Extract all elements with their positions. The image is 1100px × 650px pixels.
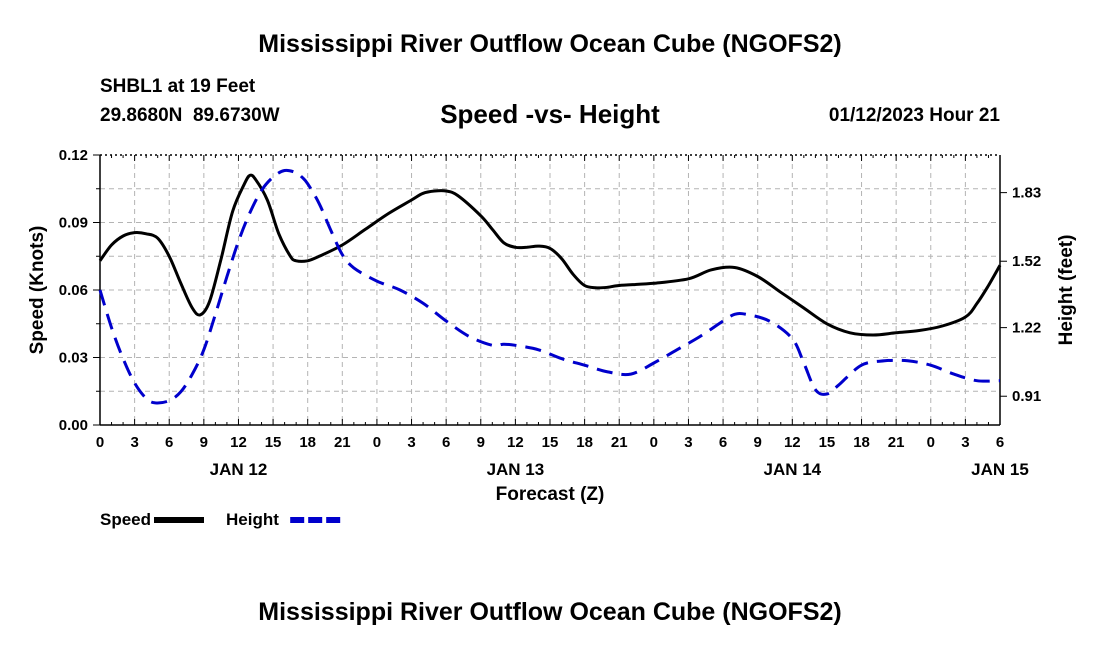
date-label: JAN 13: [487, 460, 545, 479]
y-right-axis-title: Height (feet): [1056, 235, 1077, 346]
x-tick-label: 6: [442, 434, 450, 451]
legend: Speed Height: [100, 510, 341, 529]
x-tick-label: 3: [407, 434, 415, 451]
series-line-height: [98, 168, 1001, 405]
x-tick-label: 0: [650, 434, 658, 451]
axis-labels: 0 3 6 9 12 15 18 21 0 3 6 9 12 15 18 21 0 3 6 9 12 15 18 21 0 3 6 0…: [27, 147, 1077, 505]
x-tick-label: 3: [961, 434, 969, 451]
x-tick-label: 6: [165, 434, 173, 451]
x-tick-label: 6: [719, 434, 727, 451]
x-tick-label: 0: [96, 434, 104, 451]
x-tick-label: 3: [130, 434, 138, 451]
chart-subtitle: Speed -vs- Height: [440, 99, 660, 129]
station-label: SHBL1 at 19 Feet: [100, 76, 256, 97]
y-right-tick-label: 1.83: [1012, 185, 1041, 202]
x-tick-label: 21: [611, 434, 628, 451]
x-tick-label: 21: [888, 434, 905, 451]
chart-title-repeat: Mississippi River Outflow Ocean Cube (NG…: [258, 598, 842, 626]
y-left-tick-label: 0.03: [59, 350, 88, 367]
x-tick-label: 21: [334, 434, 351, 451]
legend-label-speed: Speed: [100, 510, 151, 529]
coordinates-label: 29.8680N 89.6730W: [100, 105, 280, 126]
legend-label-height: Height: [226, 510, 279, 529]
x-tick-label: 0: [927, 434, 935, 451]
date-label: JAN 15: [971, 460, 1029, 479]
y-right-tick-label: 0.91: [1012, 388, 1041, 405]
x-tick-label: 12: [507, 434, 524, 451]
y-left-tick-label: 0.06: [59, 282, 88, 299]
x-tick-label: 0: [373, 434, 381, 451]
chart-title: Mississippi River Outflow Ocean Cube (NG…: [258, 30, 842, 58]
x-tick-label: 6: [996, 434, 1004, 451]
x-tick-label: 18: [299, 434, 316, 451]
axes: [93, 154, 1007, 426]
forecast-datetime: 01/12/2023 Hour 21: [828, 105, 1000, 126]
x-tick-label: 12: [230, 434, 247, 451]
x-tick-label: 9: [477, 434, 485, 451]
x-tick-label: 15: [542, 434, 559, 451]
y-left-axis-title: Speed (Knots): [27, 226, 48, 355]
y-right-tick-label: 1.52: [1012, 253, 1041, 270]
x-tick-label: 15: [819, 434, 836, 451]
x-tick-label: 3: [684, 434, 692, 451]
x-tick-label: 12: [784, 434, 801, 451]
y-left-tick-label: 0.00: [59, 417, 88, 434]
x-tick-label: 18: [853, 434, 870, 451]
grid: [100, 155, 1000, 425]
y-left-tick-label: 0.12: [59, 147, 88, 164]
x-tick-label: 15: [265, 434, 282, 451]
x-tick-label: 9: [754, 434, 762, 451]
x-axis-title: Forecast (Z): [496, 484, 605, 505]
y-right-tick-label: 1.22: [1012, 320, 1041, 337]
date-label: JAN 14: [763, 460, 821, 479]
y-left-tick-label: 0.09: [59, 215, 88, 232]
x-tick-label: 9: [200, 434, 208, 451]
series: [98, 168, 1002, 405]
x-tick-label: 18: [576, 434, 593, 451]
series-line-speed: [98, 173, 1002, 337]
date-label: JAN 12: [210, 460, 268, 479]
